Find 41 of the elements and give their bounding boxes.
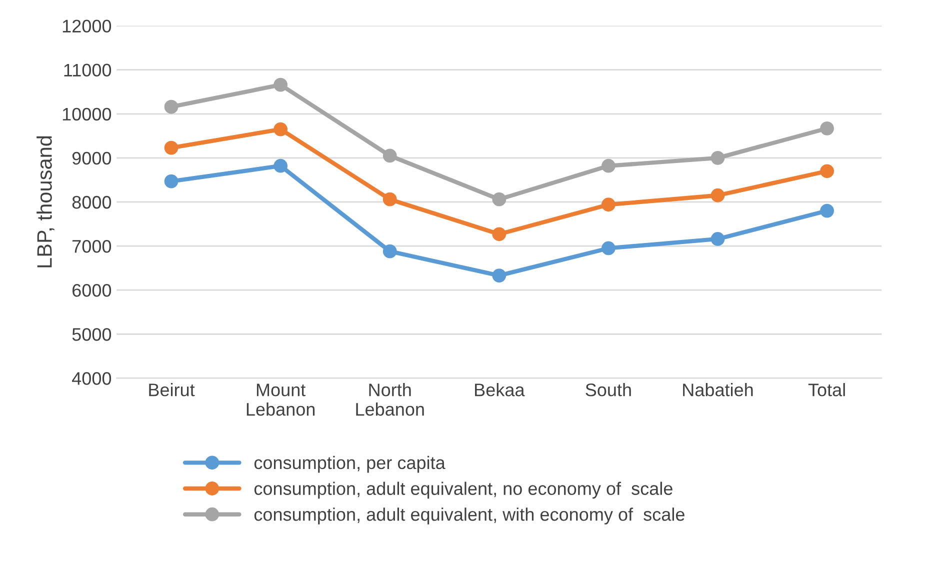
- y-axis-title: LBP, thousand: [36, 136, 54, 268]
- point: [492, 192, 506, 206]
- y-tick-label: 10000: [62, 108, 112, 121]
- y-tick-label: 12000: [62, 20, 112, 33]
- point: [164, 174, 178, 188]
- point: [274, 78, 288, 92]
- point: [492, 268, 506, 282]
- legend-label: consumption, adult equivalent, no economy of scale: [254, 482, 672, 499]
- point: [602, 241, 616, 256]
- x-tick-label: South: [586, 383, 631, 396]
- point: [164, 140, 178, 155]
- point: [820, 121, 834, 136]
- point: [382, 148, 397, 163]
- x-tick-label: North Lebanon: [356, 383, 424, 416]
- x-tick-label: Bekaa: [475, 383, 525, 396]
- y-tick-label: 4000: [72, 372, 112, 385]
- point: [820, 164, 834, 178]
- point: [710, 188, 725, 202]
- y-tick-label: 9000: [72, 152, 112, 165]
- point: [602, 198, 616, 212]
- point: [710, 232, 725, 246]
- x-tick-label: Nabatieh: [683, 383, 753, 396]
- point: [492, 227, 506, 242]
- x-tick-label: Mount Lebanon: [246, 384, 315, 416]
- point: [382, 192, 397, 206]
- point: [164, 100, 178, 114]
- point: [710, 150, 725, 165]
- point: [602, 158, 616, 173]
- y-tick-label: 5000: [72, 328, 112, 341]
- x-tick-label: Total: [808, 383, 845, 396]
- legend-label: consumption, per capita: [254, 456, 446, 473]
- point: [382, 244, 397, 258]
- x-tick-label: Beirut: [149, 383, 195, 396]
- y-tick-label: 11000: [64, 64, 112, 77]
- y-tick-label: 7000: [72, 240, 112, 253]
- point: [820, 204, 834, 218]
- y-tick-label: 8000: [72, 196, 112, 209]
- legend-label: consumption, adult equivalent, with economy of scale: [254, 508, 684, 524]
- point: [274, 122, 288, 136]
- point: [274, 158, 288, 173]
- y-tick-label: 6000: [72, 284, 112, 297]
